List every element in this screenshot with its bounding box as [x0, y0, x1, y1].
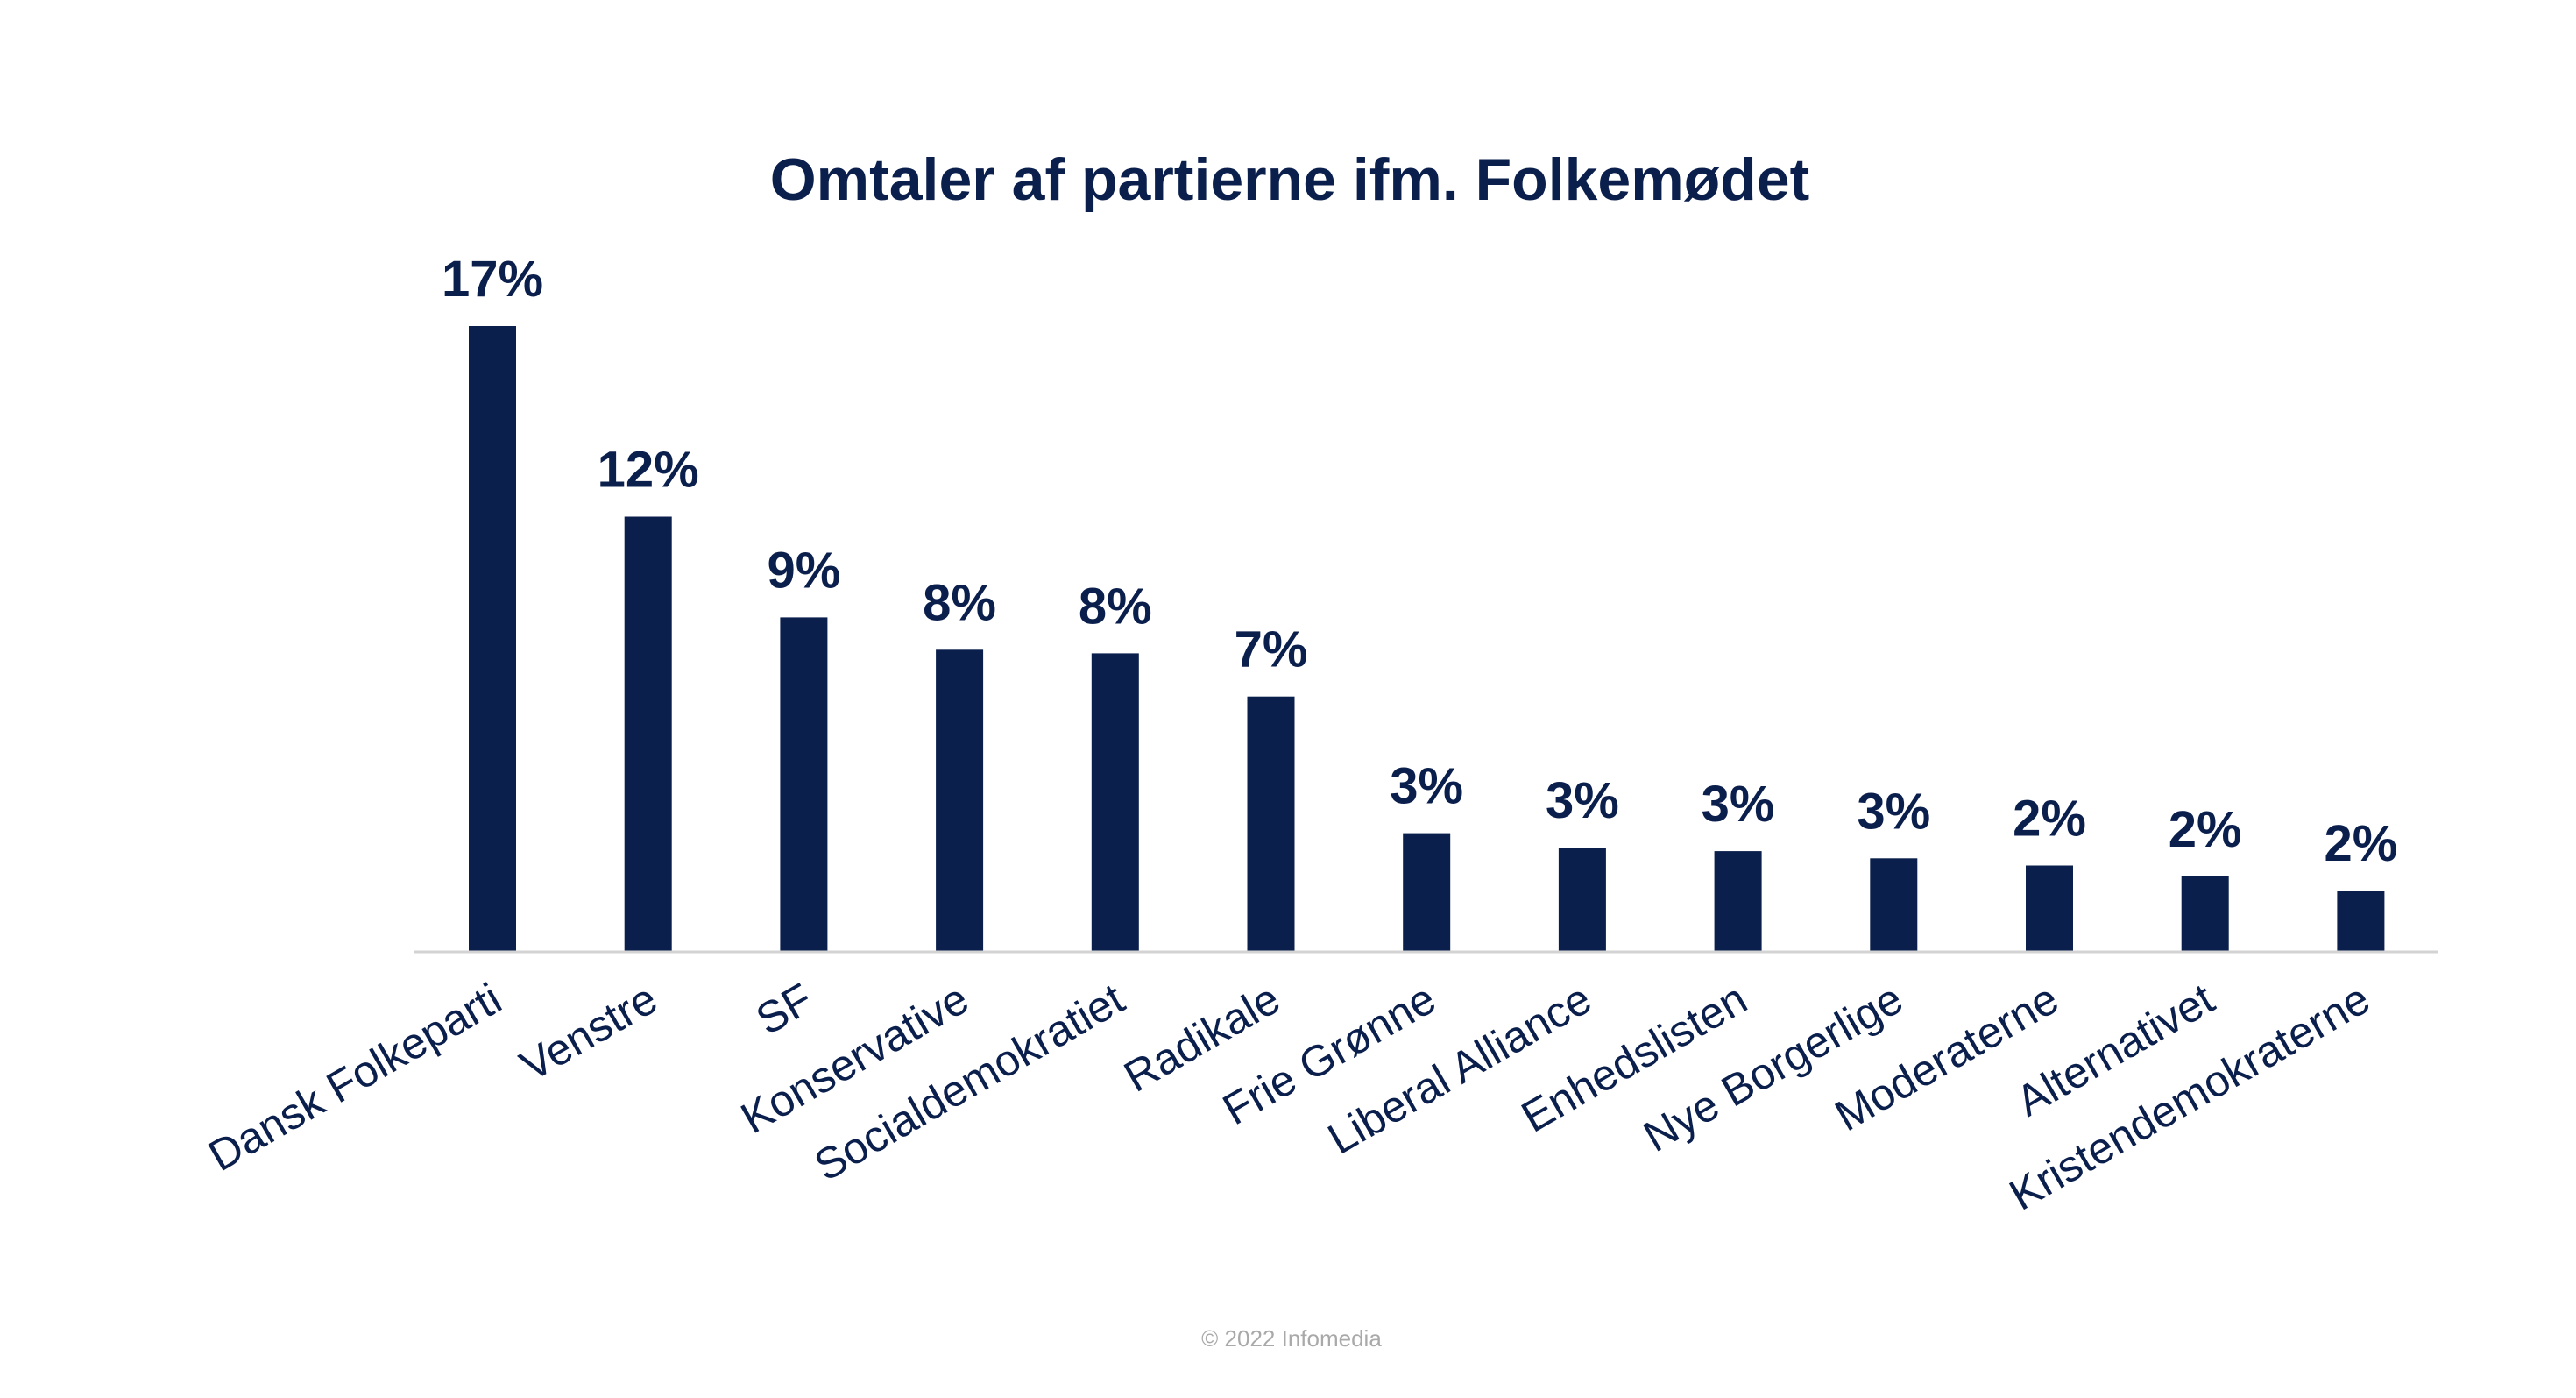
value-labels-group: 17% 12% 9% 8% 8% 7% 3% 3% 3% 3% 2% 2% 2% [442, 251, 2397, 872]
category-label: Dansk Folkeparti [201, 974, 510, 1181]
bar-value-label: 3% [1702, 776, 1775, 833]
bar [2026, 865, 2073, 952]
bar-value-label: 3% [1390, 758, 1463, 815]
category-label: Venstre [512, 974, 665, 1090]
bar [1558, 848, 1606, 952]
bar [780, 617, 828, 952]
bar-value-label: 3% [1546, 772, 1619, 829]
bar [1870, 858, 1918, 952]
bar-value-label: 9% [767, 542, 840, 599]
bar-value-label: 7% [1235, 621, 1308, 678]
bar [1247, 696, 1295, 952]
bar-value-label: 17% [442, 251, 543, 308]
category-label: Nye Borgerlige [1635, 974, 1910, 1161]
bar [1091, 653, 1139, 952]
category-label: SF [748, 974, 821, 1044]
bar-value-label: 8% [1079, 578, 1152, 635]
bar-value-label: 3% [1857, 783, 1930, 840]
category-labels-group: Dansk Folkeparti Venstre SFKonservativeSoc… [201, 974, 2378, 1220]
bar [1714, 851, 1762, 952]
bar [2181, 876, 2229, 952]
bar-value-label: 2% [2013, 791, 2086, 848]
bar-value-label: 2% [2169, 801, 2242, 858]
bar-value-label: 8% [923, 574, 996, 631]
bar [2337, 891, 2385, 952]
bar-value-label: 2% [2324, 815, 2397, 872]
bar [624, 516, 672, 952]
bar [936, 649, 984, 952]
bars-group [469, 326, 2385, 952]
bar [1403, 833, 1451, 952]
category-label: Liberal Alliance [1320, 974, 1599, 1164]
bar-value-label: 12% [598, 442, 699, 499]
bar [469, 326, 516, 952]
copyright-text: © 2022 Infomedia [1201, 1325, 1382, 1352]
chart-title: Omtaler af partierne ifm. Folkemødet [770, 146, 1810, 213]
